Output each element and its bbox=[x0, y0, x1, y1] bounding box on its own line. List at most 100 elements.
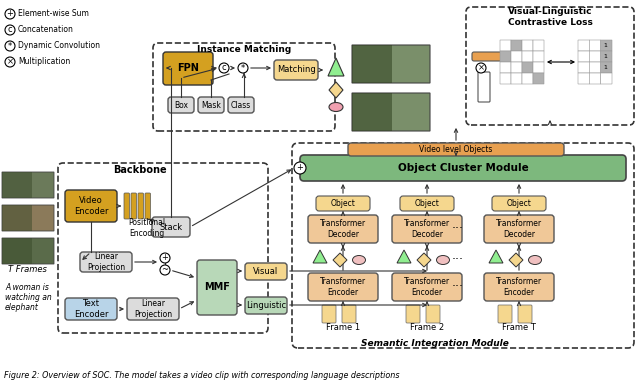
FancyBboxPatch shape bbox=[245, 297, 287, 314]
FancyBboxPatch shape bbox=[352, 45, 430, 83]
Circle shape bbox=[5, 25, 15, 35]
Text: Element-wise Sum: Element-wise Sum bbox=[18, 10, 89, 19]
Polygon shape bbox=[397, 250, 411, 263]
FancyBboxPatch shape bbox=[400, 196, 454, 211]
Text: ···: ··· bbox=[452, 281, 464, 293]
FancyBboxPatch shape bbox=[2, 172, 32, 198]
FancyBboxPatch shape bbox=[65, 298, 117, 320]
Text: Stack: Stack bbox=[159, 222, 182, 232]
FancyBboxPatch shape bbox=[342, 305, 356, 323]
Text: Figure 2: Overview of SOC. The model takes a video clip with corresponding langu: Figure 2: Overview of SOC. The model tak… bbox=[4, 371, 399, 381]
FancyBboxPatch shape bbox=[352, 93, 430, 131]
Circle shape bbox=[219, 63, 229, 73]
FancyBboxPatch shape bbox=[589, 40, 601, 51]
FancyBboxPatch shape bbox=[274, 60, 318, 80]
FancyBboxPatch shape bbox=[500, 62, 511, 73]
Text: +: + bbox=[6, 10, 13, 19]
FancyBboxPatch shape bbox=[131, 193, 136, 219]
FancyBboxPatch shape bbox=[2, 205, 32, 231]
Text: +: + bbox=[296, 164, 303, 173]
FancyBboxPatch shape bbox=[406, 305, 420, 323]
Text: Text
Encoder: Text Encoder bbox=[74, 299, 108, 319]
Text: Object: Object bbox=[331, 198, 355, 208]
Text: Object: Object bbox=[507, 198, 531, 208]
Text: Visual-Linguistic
Contrastive Loss: Visual-Linguistic Contrastive Loss bbox=[508, 7, 593, 27]
FancyBboxPatch shape bbox=[478, 72, 490, 102]
Text: Matching: Matching bbox=[276, 66, 316, 74]
FancyBboxPatch shape bbox=[168, 97, 194, 113]
Polygon shape bbox=[329, 82, 343, 98]
Text: ~: ~ bbox=[161, 266, 168, 274]
Text: A woman is: A woman is bbox=[5, 283, 49, 293]
FancyBboxPatch shape bbox=[145, 193, 150, 219]
Text: *: * bbox=[8, 42, 12, 51]
Ellipse shape bbox=[436, 256, 449, 264]
Polygon shape bbox=[333, 253, 347, 267]
FancyBboxPatch shape bbox=[511, 40, 522, 51]
Text: Instance Matching: Instance Matching bbox=[197, 46, 291, 54]
Text: Positional
Encoding: Positional Encoding bbox=[129, 218, 166, 238]
Text: Linear
Projection: Linear Projection bbox=[134, 299, 172, 319]
Text: Linear
Projection: Linear Projection bbox=[87, 252, 125, 272]
FancyBboxPatch shape bbox=[2, 238, 54, 264]
FancyBboxPatch shape bbox=[2, 238, 32, 264]
FancyBboxPatch shape bbox=[316, 196, 370, 211]
Text: Visual: Visual bbox=[253, 266, 278, 276]
Text: elephant: elephant bbox=[5, 303, 39, 313]
FancyBboxPatch shape bbox=[533, 40, 544, 51]
Text: Video
Encoder: Video Encoder bbox=[74, 196, 108, 216]
Circle shape bbox=[160, 253, 170, 263]
Ellipse shape bbox=[529, 256, 541, 264]
FancyBboxPatch shape bbox=[511, 62, 522, 73]
FancyBboxPatch shape bbox=[518, 305, 532, 323]
Polygon shape bbox=[328, 58, 344, 76]
Text: *: * bbox=[241, 64, 245, 73]
Polygon shape bbox=[313, 250, 327, 263]
FancyBboxPatch shape bbox=[2, 205, 54, 231]
FancyBboxPatch shape bbox=[578, 51, 589, 62]
FancyBboxPatch shape bbox=[522, 73, 533, 84]
FancyBboxPatch shape bbox=[578, 73, 589, 84]
FancyBboxPatch shape bbox=[511, 73, 522, 84]
Circle shape bbox=[476, 63, 486, 73]
Text: Mask: Mask bbox=[201, 100, 221, 110]
Text: 1: 1 bbox=[603, 43, 607, 48]
FancyBboxPatch shape bbox=[426, 305, 440, 323]
FancyBboxPatch shape bbox=[138, 193, 143, 219]
Text: ···: ··· bbox=[452, 254, 464, 266]
FancyBboxPatch shape bbox=[300, 155, 626, 181]
Text: ×: × bbox=[477, 64, 484, 73]
Text: watching an: watching an bbox=[5, 293, 52, 303]
FancyBboxPatch shape bbox=[500, 40, 511, 51]
FancyBboxPatch shape bbox=[500, 51, 511, 62]
FancyBboxPatch shape bbox=[308, 273, 378, 301]
FancyBboxPatch shape bbox=[228, 97, 254, 113]
FancyBboxPatch shape bbox=[522, 40, 533, 51]
FancyBboxPatch shape bbox=[352, 93, 392, 131]
Text: MMF: MMF bbox=[204, 282, 230, 292]
Text: Linguistic: Linguistic bbox=[246, 300, 286, 310]
Text: Transformer
Encoder: Transformer Encoder bbox=[496, 277, 542, 297]
FancyBboxPatch shape bbox=[601, 40, 612, 51]
FancyBboxPatch shape bbox=[522, 62, 533, 73]
Text: +: + bbox=[161, 254, 168, 262]
FancyBboxPatch shape bbox=[163, 52, 213, 85]
Text: 1: 1 bbox=[603, 54, 607, 59]
Text: Object: Object bbox=[415, 198, 440, 208]
Text: Transformer
Decoder: Transformer Decoder bbox=[320, 219, 366, 239]
FancyBboxPatch shape bbox=[484, 215, 554, 243]
Polygon shape bbox=[417, 253, 431, 267]
FancyBboxPatch shape bbox=[152, 217, 190, 237]
Text: Transformer
Decoder: Transformer Decoder bbox=[496, 219, 542, 239]
FancyBboxPatch shape bbox=[498, 305, 512, 323]
Text: T Frames: T Frames bbox=[8, 266, 47, 274]
FancyBboxPatch shape bbox=[589, 62, 601, 73]
Circle shape bbox=[294, 162, 306, 174]
Text: Transformer
Encoder: Transformer Encoder bbox=[404, 277, 450, 297]
FancyBboxPatch shape bbox=[533, 73, 544, 84]
FancyBboxPatch shape bbox=[392, 215, 462, 243]
FancyBboxPatch shape bbox=[589, 73, 601, 84]
Ellipse shape bbox=[329, 103, 343, 112]
Text: Frame 1: Frame 1 bbox=[326, 323, 360, 332]
Circle shape bbox=[160, 265, 170, 275]
